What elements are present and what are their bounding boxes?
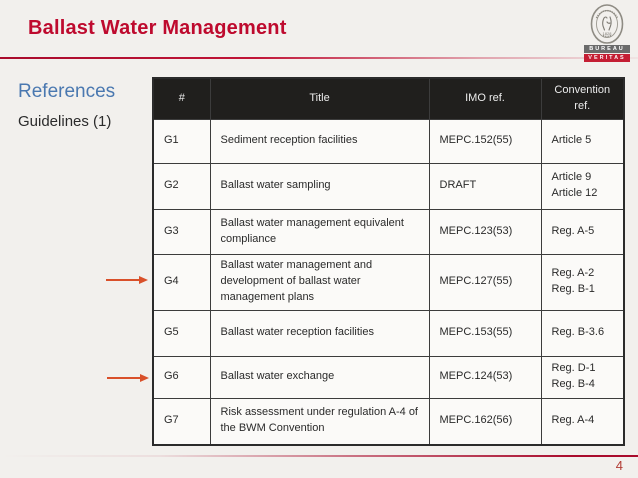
highlight-arrow-g6-icon xyxy=(107,374,149,382)
subsection-heading: Guidelines (1) xyxy=(18,113,112,130)
cell-title: Ballast water sampling xyxy=(209,162,430,210)
cell-num: G7 xyxy=(152,397,211,446)
cell-title: Ballast water management equivalent comp… xyxy=(209,208,430,255)
guidelines-table: # Title IMO ref. Convention ref. G1 Sedi… xyxy=(152,77,625,446)
cell-imo-ref: DRAFT xyxy=(428,162,542,210)
cell-convention-ref: Reg. D-1 Reg. B-4 xyxy=(540,355,625,399)
col-header-convention-ref: Convention ref. xyxy=(540,77,625,120)
cell-title: Ballast water exchange xyxy=(209,355,430,399)
cell-title: Ballast water reception facilities xyxy=(209,309,430,357)
slide-title: Ballast Water Management xyxy=(28,17,287,39)
col-header-title: Title xyxy=(209,77,430,120)
cell-num: G3 xyxy=(152,208,211,255)
table-row: G1 Sediment reception facilities MEPC.15… xyxy=(152,118,625,164)
cell-convention-ref: Article 9 Article 12 xyxy=(540,162,625,210)
cell-convention-ref: Article 5 xyxy=(540,118,625,164)
cell-title: Risk assessment under regulation A-4 of … xyxy=(209,397,430,446)
table-row: G6 Ballast water exchange MEPC.124(53) R… xyxy=(152,355,625,399)
logo-year: 1828 xyxy=(603,31,613,36)
table-row: G7 Risk assessment under regulation A-4 … xyxy=(152,397,625,446)
cell-imo-ref: MEPC.152(55) xyxy=(428,118,542,164)
cell-num: G2 xyxy=(152,162,211,210)
table-row: G4 Ballast water management and developm… xyxy=(152,253,625,311)
title-divider-line xyxy=(0,57,638,59)
cell-num: G5 xyxy=(152,309,211,357)
cell-imo-ref: MEPC.162(56) xyxy=(428,397,542,446)
cell-num: G6 xyxy=(152,355,211,399)
table-row: G3 Ballast water management equivalent c… xyxy=(152,208,625,255)
cell-convention-ref: Reg. A-5 xyxy=(540,208,625,255)
page-number: 4 xyxy=(615,458,623,473)
highlight-arrow-g4-icon xyxy=(106,276,148,284)
logo-bureau-bar: BUREAU xyxy=(584,45,630,53)
cell-imo-ref: MEPC.123(53) xyxy=(428,208,542,255)
cell-num: G1 xyxy=(152,118,211,164)
cell-title: Sediment reception facilities xyxy=(209,118,430,164)
cell-convention-ref: Reg. B-3.6 xyxy=(540,309,625,357)
footer-divider-line xyxy=(0,455,638,457)
col-header-num: # xyxy=(152,77,211,120)
cell-imo-ref: MEPC.153(55) xyxy=(428,309,542,357)
cell-imo-ref: MEPC.127(55) xyxy=(428,253,542,311)
cell-convention-ref: Reg. A-2 Reg. B-1 xyxy=(540,253,625,311)
bureau-veritas-emblem-icon: 1828 xyxy=(590,4,624,44)
cell-title: Ballast water management and development… xyxy=(209,253,430,311)
cell-convention-ref: Reg. A-4 xyxy=(540,397,625,446)
section-heading: References xyxy=(18,81,116,102)
cell-imo-ref: MEPC.124(53) xyxy=(428,355,542,399)
bureau-veritas-logo: 1828 BUREAU VERITAS xyxy=(584,4,630,62)
cell-num: G4 xyxy=(152,253,211,311)
table-header-row: # Title IMO ref. Convention ref. xyxy=(152,77,625,120)
table-row: G5 Ballast water reception facilities ME… xyxy=(152,309,625,357)
table-row: G2 Ballast water sampling DRAFT Article … xyxy=(152,162,625,210)
col-header-imo-ref: IMO ref. xyxy=(428,77,542,120)
